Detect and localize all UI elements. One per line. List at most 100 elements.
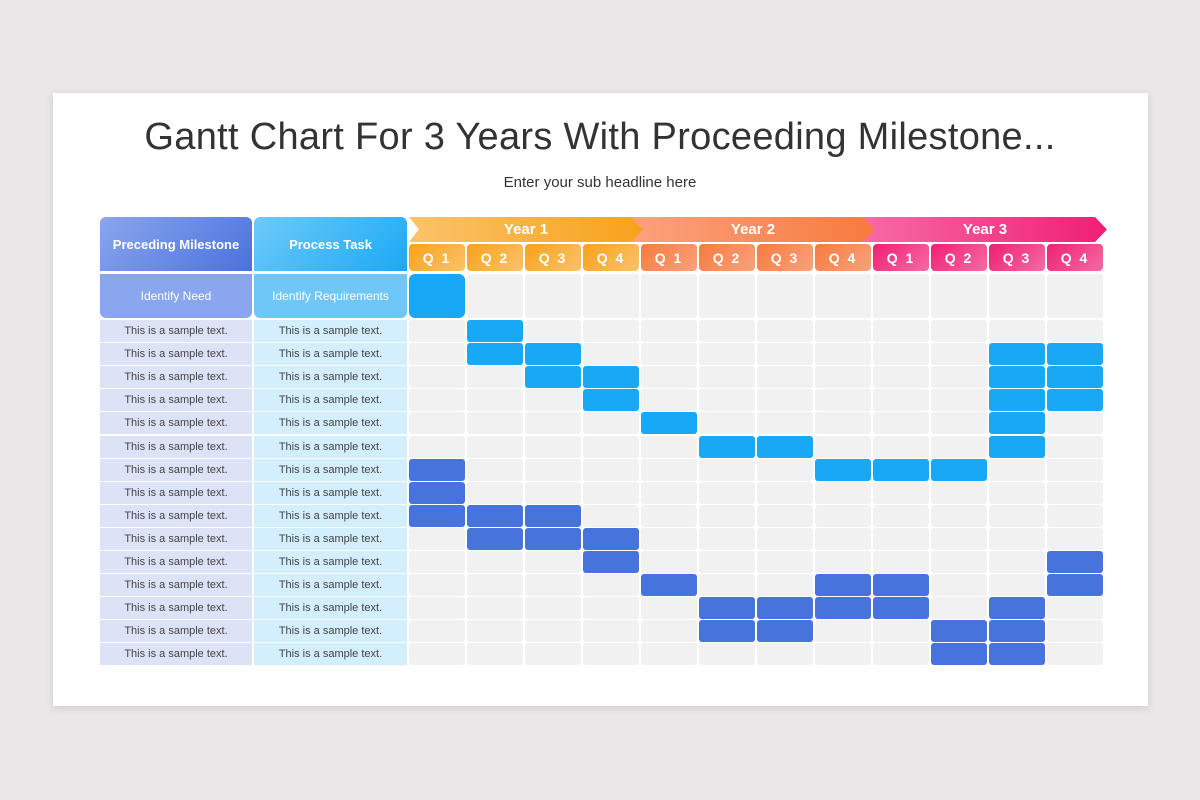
- grid-cell: [525, 643, 581, 666]
- task-cell: Identify Requirements: [254, 274, 407, 318]
- grid-cell: [931, 412, 987, 435]
- gantt-bar: [989, 412, 1045, 435]
- grid-cell: [757, 527, 813, 550]
- grid-cell: [409, 620, 465, 643]
- grid-cell: [467, 435, 523, 458]
- grid-cell: [699, 343, 755, 366]
- gantt-bar: [931, 643, 987, 666]
- grid-cell: [873, 504, 929, 527]
- grid-cell: [409, 320, 465, 342]
- grid-cell: [1047, 458, 1103, 481]
- milestone-cell: This is a sample text.: [100, 620, 252, 643]
- grid-cell: [873, 481, 929, 504]
- gantt-bar: [583, 551, 639, 573]
- gantt-bar: [525, 366, 581, 389]
- grid-cell: [525, 458, 581, 481]
- task-cell: This is a sample text.: [254, 343, 407, 366]
- grid-cell: [873, 643, 929, 666]
- grid-cell: [641, 274, 697, 318]
- grid-cell: [873, 435, 929, 458]
- grid-cell: [815, 551, 871, 573]
- grid-cell: [1047, 481, 1103, 504]
- quarter-header: Q 3: [757, 244, 813, 271]
- milestone-cell: This is a sample text.: [100, 504, 252, 527]
- grid-cell: [989, 504, 1045, 527]
- milestone-cell: This is a sample text.: [100, 389, 252, 412]
- gantt-bar: [699, 597, 755, 620]
- grid-cell: [931, 527, 987, 550]
- milestone-cell: This is a sample text.: [100, 458, 252, 481]
- milestone-cell: This is a sample text.: [100, 481, 252, 504]
- grid-cell: [931, 274, 987, 318]
- grid-cell: [409, 551, 465, 573]
- quarter-header: Q 3: [525, 244, 581, 271]
- gantt-bar: [583, 527, 639, 550]
- gantt-bar: [467, 320, 523, 342]
- task-cell: This is a sample text.: [254, 320, 407, 342]
- grid-cell: [815, 389, 871, 412]
- grid-cell: [989, 527, 1045, 550]
- year-header: Year 2: [631, 217, 875, 242]
- task-cell: This is a sample text.: [254, 412, 407, 435]
- grid-cell: [467, 597, 523, 620]
- grid-cell: [467, 389, 523, 412]
- grid-cell: [873, 389, 929, 412]
- gantt-bar: [989, 389, 1045, 412]
- gantt-bar: [989, 366, 1045, 389]
- page-title: Gantt Chart For 3 Years With Proceeding …: [144, 116, 1056, 158]
- gantt-bar: [1047, 343, 1103, 366]
- grid-cell: [467, 574, 523, 597]
- grid-cell: [873, 551, 929, 573]
- gantt-bar: [409, 504, 465, 527]
- grid-cell: [641, 389, 697, 412]
- grid-cell: [757, 412, 813, 435]
- grid-cell: [873, 412, 929, 435]
- gantt-bar: [409, 458, 465, 481]
- grid-cell: [931, 597, 987, 620]
- gantt-bar: [873, 574, 929, 597]
- gantt-bar: [931, 620, 987, 643]
- grid-cell: [873, 620, 929, 643]
- grid-cell: [699, 389, 755, 412]
- gantt-bar: [1047, 574, 1103, 597]
- grid-cell: [409, 389, 465, 412]
- grid-cell: [699, 527, 755, 550]
- task-cell: This is a sample text.: [254, 389, 407, 412]
- grid-cell: [641, 643, 697, 666]
- grid-cell: [583, 620, 639, 643]
- gantt-bar: [757, 620, 813, 643]
- quarter-header: Q 1: [409, 244, 465, 271]
- milestone-cell: This is a sample text.: [100, 320, 252, 342]
- grid-cell: [989, 458, 1045, 481]
- gantt-bar: [815, 574, 871, 597]
- quarter-header: Q 4: [1047, 244, 1103, 271]
- grid-cell: [699, 574, 755, 597]
- gantt-bar: [409, 274, 465, 318]
- grid-cell: [757, 643, 813, 666]
- grid-cell: [467, 481, 523, 504]
- grid-cell: [641, 366, 697, 389]
- grid-cell: [757, 551, 813, 573]
- gantt-bar: [989, 597, 1045, 620]
- grid-cell: [931, 551, 987, 573]
- gantt-bar: [989, 435, 1045, 458]
- grid-cell: [757, 343, 813, 366]
- task-cell: This is a sample text.: [254, 527, 407, 550]
- grid-cell: [699, 643, 755, 666]
- grid-cell: [815, 620, 871, 643]
- grid-cell: [699, 412, 755, 435]
- grid-cell: [699, 274, 755, 318]
- grid-cell: [989, 481, 1045, 504]
- gantt-bar: [467, 527, 523, 550]
- grid-cell: [525, 320, 581, 342]
- grid-cell: [641, 527, 697, 550]
- grid-cell: [467, 412, 523, 435]
- gantt-bar: [525, 504, 581, 527]
- grid-cell: [525, 412, 581, 435]
- grid-cell: [525, 481, 581, 504]
- milestone-cell: This is a sample text.: [100, 643, 252, 666]
- grid-cell: [1047, 643, 1103, 666]
- task-cell: This is a sample text.: [254, 597, 407, 620]
- task-cell: This is a sample text.: [254, 458, 407, 481]
- task-cell: This is a sample text.: [254, 504, 407, 527]
